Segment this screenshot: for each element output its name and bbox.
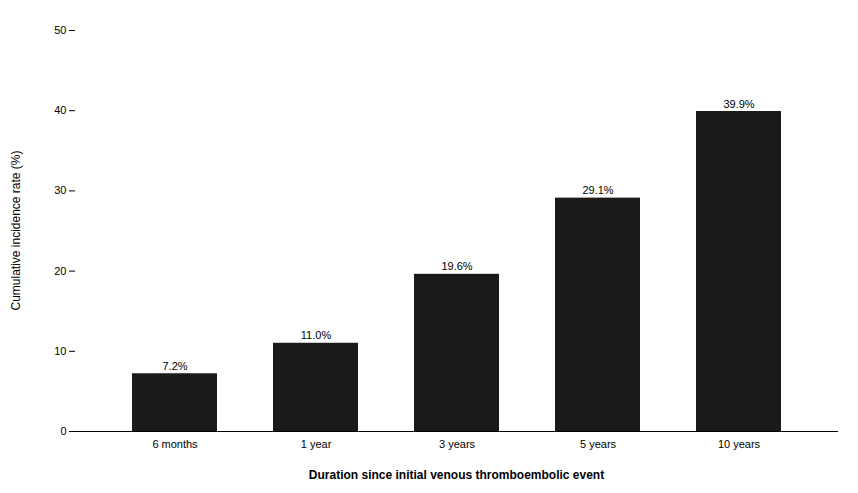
svg-text:1 year: 1 year — [301, 438, 332, 450]
svg-text:30: 30 — [54, 184, 66, 196]
svg-text:29.1%: 29.1% — [582, 184, 613, 196]
svg-text:3 years: 3 years — [439, 438, 476, 450]
svg-text:10: 10 — [54, 345, 66, 357]
svg-text:39.9%: 39.9% — [723, 98, 754, 110]
svg-text:10 years: 10 years — [718, 438, 761, 450]
svg-text:50: 50 — [54, 24, 66, 36]
svg-text:19.6%: 19.6% — [441, 260, 472, 272]
svg-text:40: 40 — [54, 104, 66, 116]
svg-text:6 months: 6 months — [152, 438, 198, 450]
svg-text:20: 20 — [54, 265, 66, 277]
svg-text:7.2%: 7.2% — [162, 360, 187, 372]
svg-text:0: 0 — [60, 425, 66, 437]
svg-text:Cumulative incidence rate (%): Cumulative incidence rate (%) — [9, 150, 23, 310]
svg-text:5 years: 5 years — [580, 438, 617, 450]
svg-text:11.0%: 11.0% — [301, 329, 332, 341]
svg-text:Duration since initial venous: Duration since initial venous thromboemb… — [309, 468, 604, 482]
